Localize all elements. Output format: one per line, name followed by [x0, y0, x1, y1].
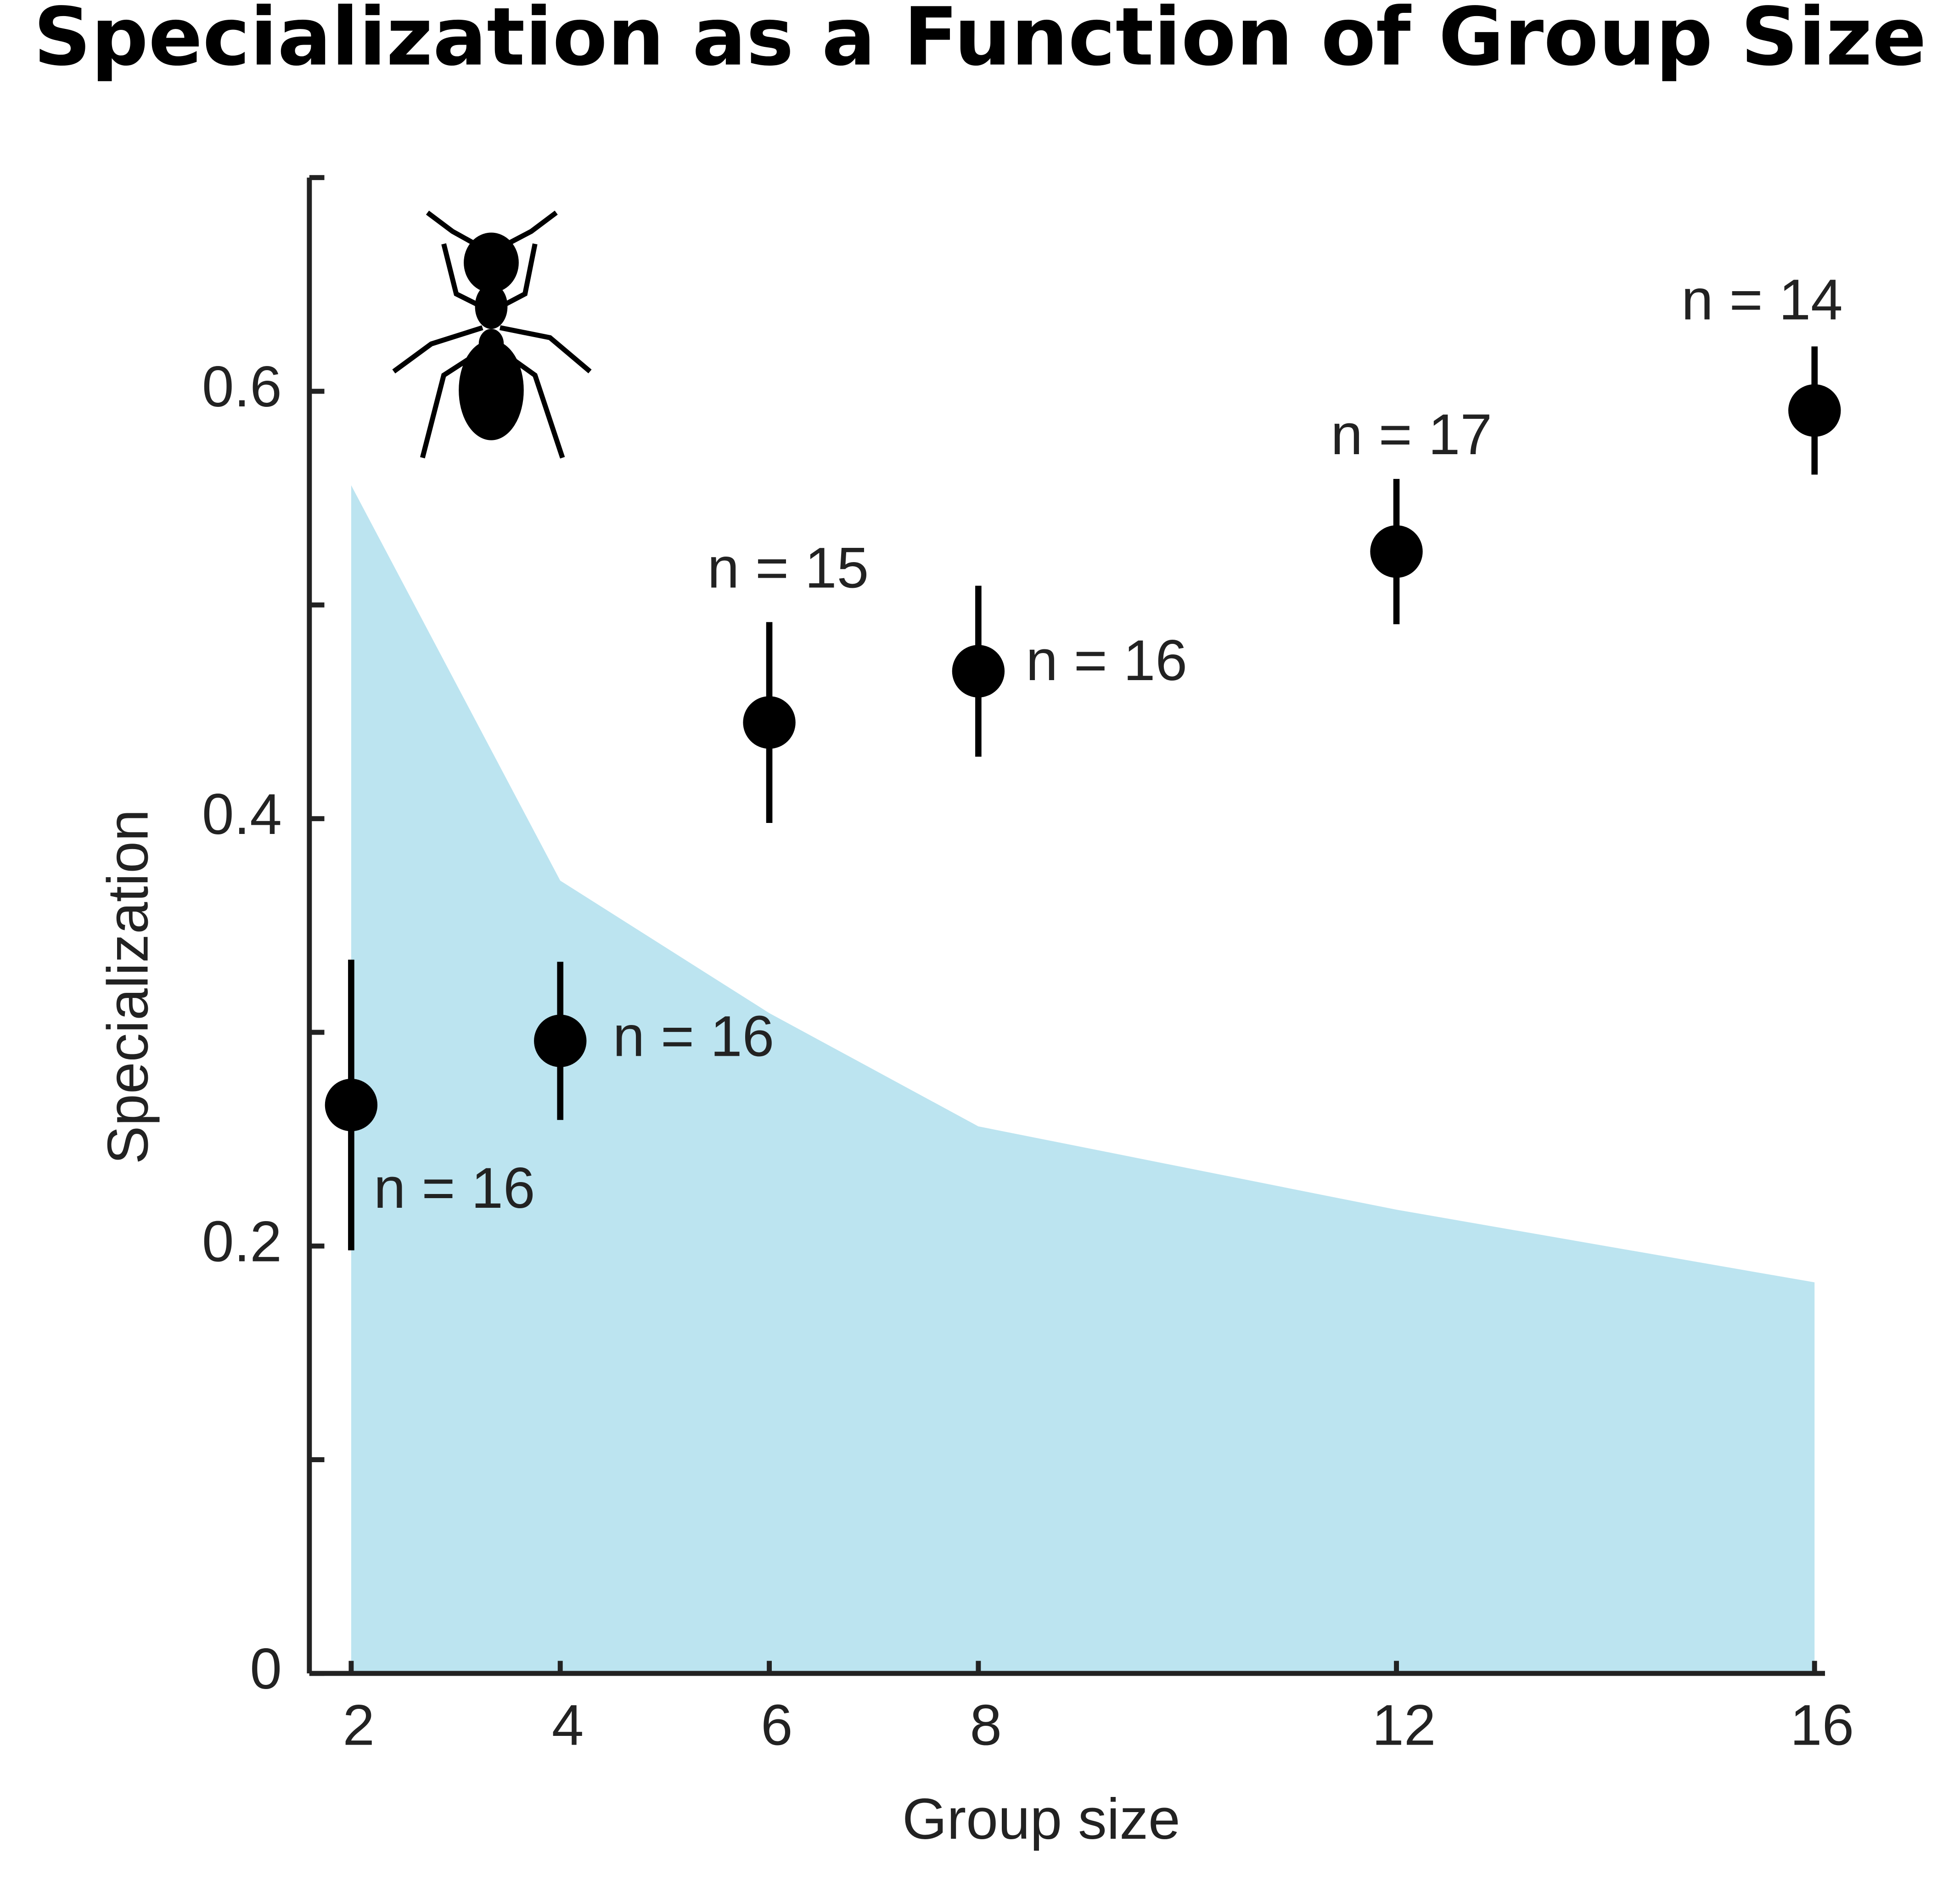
point [952, 645, 1005, 698]
sample-size-label: n = 15 [708, 536, 869, 600]
sample-size-label: n = 16 [613, 1004, 775, 1069]
y-axis-title: Specialization [96, 809, 160, 1164]
x-tick-label: 12 [1372, 1693, 1436, 1757]
x-tick-label: 6 [761, 1693, 793, 1757]
null-area [351, 485, 1815, 1673]
point [325, 1078, 378, 1132]
point [1788, 384, 1841, 437]
y-tick-label: 0.2 [202, 1209, 282, 1273]
y-tick-label: 0.6 [202, 355, 282, 419]
x-tick-label: 4 [552, 1693, 584, 1757]
point [1370, 525, 1423, 578]
y-tick-label: 0 [250, 1637, 282, 1701]
x-axis-title: Group size [902, 1787, 1180, 1851]
point [534, 1014, 587, 1067]
sample-size-label: n = 16 [1026, 628, 1187, 693]
x-tick-label: 16 [1790, 1693, 1854, 1757]
sample-size-label: n = 14 [1681, 268, 1843, 332]
sample-size-label: n = 17 [1331, 402, 1492, 467]
ant-icon [392, 210, 592, 459]
y-tick-label: 0.4 [202, 782, 282, 846]
x-tick-label: 2 [343, 1693, 375, 1757]
point [743, 696, 796, 749]
chart-title: Specialization as a Function of Group Si… [34, 0, 1926, 84]
sample-size-label: n = 16 [374, 1156, 535, 1220]
x-tick-label: 8 [970, 1693, 1002, 1757]
